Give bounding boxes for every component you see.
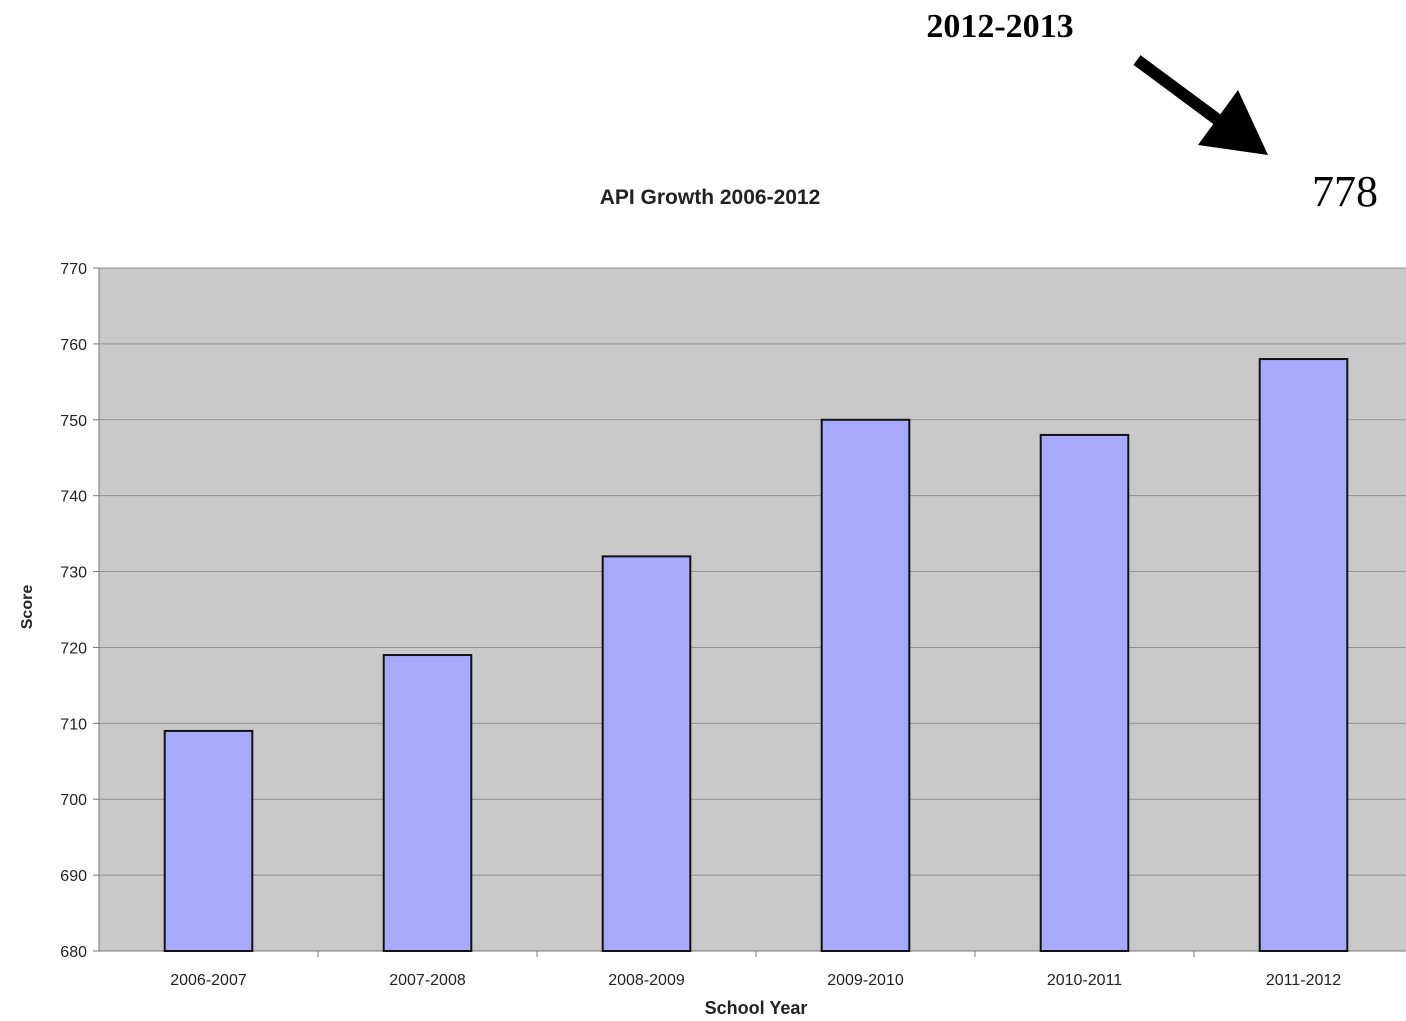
x-tick-label: 2006-2007 xyxy=(170,972,247,989)
plot-area xyxy=(99,268,1406,951)
y-tick-label: 700 xyxy=(60,792,87,809)
annotation-year-label: 2012-2013 xyxy=(926,8,1074,45)
x-axis-title: School Year xyxy=(704,998,808,1018)
arrow-head xyxy=(1198,90,1268,155)
y-tick-label: 680 xyxy=(60,944,87,961)
y-tick-label: 760 xyxy=(60,337,87,354)
x-tick-label: 2009-2010 xyxy=(827,972,904,989)
bar-2006-2007 xyxy=(163,729,254,953)
y-tick-label: 710 xyxy=(60,716,87,733)
y-tick-label: 770 xyxy=(60,261,87,278)
chart-title: API Growth 2006-2012 xyxy=(599,186,821,209)
x-tick-label: 2007-2008 xyxy=(389,972,466,989)
bar-2010-2011 xyxy=(1039,433,1130,952)
y-tick-label: 740 xyxy=(60,489,87,506)
x-tick-label: 2008-2009 xyxy=(608,972,685,989)
bar-2011-2012 xyxy=(1258,358,1349,953)
bar-2007-2008 xyxy=(382,654,473,952)
y-tick-label: 690 xyxy=(60,868,87,885)
x-tick-label: 2010-2011 xyxy=(1047,972,1122,989)
arrow-shaft xyxy=(1133,55,1222,125)
bar-2009-2010 xyxy=(820,418,911,952)
annotation-value-label: 778 xyxy=(1312,167,1378,216)
y-tick-label: 750 xyxy=(60,413,87,430)
x-tick-label: 2011-2012 xyxy=(1266,972,1341,989)
y-tick-label: 720 xyxy=(60,640,87,657)
y-tick-label: 730 xyxy=(60,565,87,582)
bar-2008-2009 xyxy=(601,555,692,953)
